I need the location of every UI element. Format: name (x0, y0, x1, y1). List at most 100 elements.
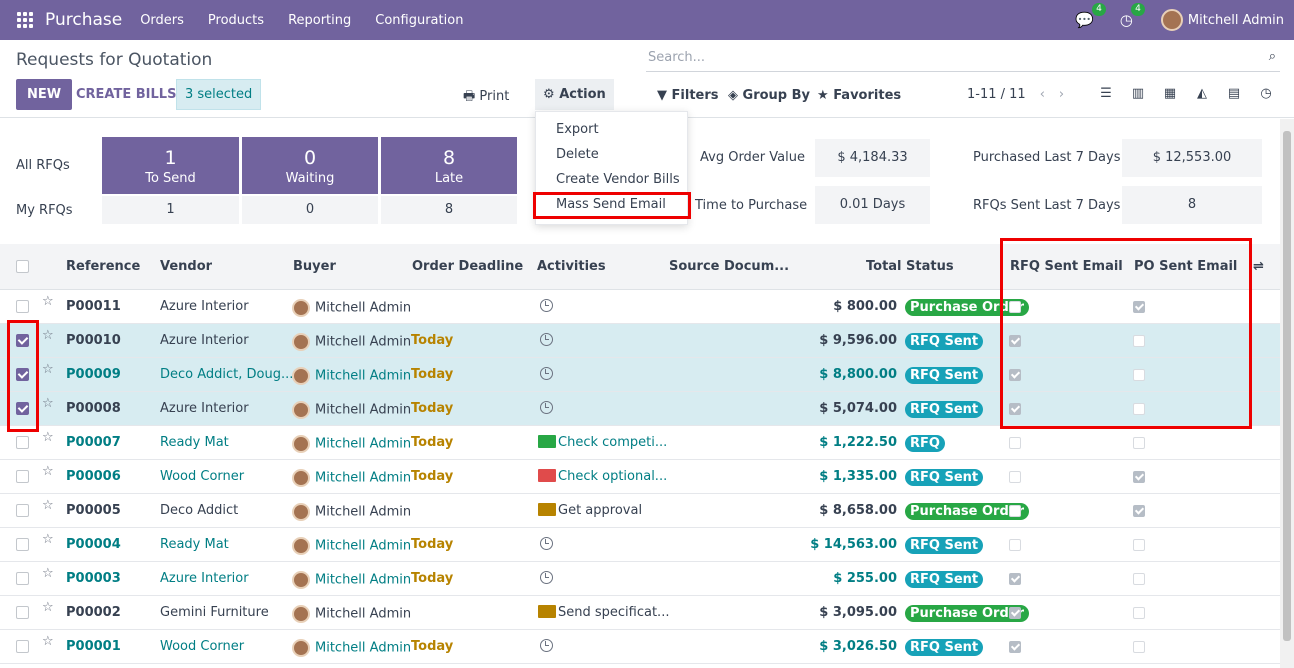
activity-summary[interactable]: Check competi... (558, 435, 668, 450)
table-row[interactable]: ☆ P00004 Ready Mat Mitchell Admin Today $ 14,… (0, 528, 1280, 562)
optional-columns-icon[interactable]: ⇌ (1253, 259, 1264, 274)
table-row[interactable]: ☆ P00009 Deco Addict, Doug... Mitchell Admi… (0, 358, 1280, 392)
search-input[interactable]: Search... (648, 50, 706, 65)
table-row[interactable]: ☆ P00010 Azure Interior Mitchell Admin Today… (0, 324, 1280, 358)
my-late[interactable]: 8 (381, 196, 517, 224)
col-status[interactable]: Status (906, 259, 954, 274)
star-icon[interactable]: ☆ (42, 396, 54, 411)
menu-item-mass-send-email[interactable]: Mass Send Email (556, 197, 666, 212)
activity-summary[interactable]: Get approval (558, 503, 643, 518)
scrollbar[interactable] (1280, 119, 1294, 668)
table-row[interactable]: ☆ P00002 Gemini Furniture Mitchell Admin Sen… (0, 596, 1280, 630)
table-row[interactable]: ☆ P00001 Wood Corner Mitchell Admin Today $ 3… (0, 630, 1280, 664)
search-icon[interactable]: ⌕ (1268, 49, 1276, 64)
todo-list-icon[interactable] (538, 435, 556, 448)
col-source-document[interactable]: Source Docum... (669, 259, 790, 274)
row-checkbox[interactable] (16, 504, 29, 517)
favorites-button[interactable]: ★ Favorites (817, 88, 901, 103)
activity-clock-icon[interactable] (540, 299, 553, 312)
col-rfq-sent-email[interactable]: RFQ Sent Email (1010, 259, 1123, 274)
table-row[interactable]: ☆ P00006 Wood Corner Mitchell Admin Today Che… (0, 460, 1280, 494)
col-activities[interactable]: Activities (537, 259, 606, 274)
search-bar[interactable]: Search... ⌕ (646, 48, 1280, 72)
my-waiting[interactable]: 0 (242, 196, 378, 224)
select-all-checkbox[interactable] (16, 260, 29, 273)
my-to-send[interactable]: 1 (102, 196, 239, 224)
table-row[interactable]: ☆ P00005 Deco Addict Mitchell Admin Get appr… (0, 494, 1280, 528)
row-checkbox[interactable] (16, 606, 29, 619)
calendar-view-icon[interactable]: ▤ (1227, 86, 1241, 101)
chat-icon[interactable]: 💬 4 (1075, 3, 1106, 29)
envelope-icon[interactable] (538, 605, 556, 618)
row-checkbox[interactable] (16, 300, 29, 313)
app-brand[interactable]: Purchase (45, 10, 123, 30)
menu-item-create-vendor-bills[interactable]: Create Vendor Bills (556, 172, 680, 187)
pager-prev-icon[interactable]: ‹ (1039, 87, 1045, 102)
star-icon[interactable]: ☆ (42, 362, 54, 377)
row-checkbox[interactable] (16, 334, 29, 347)
activity-summary[interactable]: Check optional... (558, 469, 668, 484)
new-button[interactable]: NEW (16, 79, 73, 110)
star-icon[interactable]: ☆ (42, 634, 54, 649)
activity-clock-icon[interactable] (540, 333, 553, 346)
pager-next-icon[interactable]: › (1058, 87, 1065, 102)
todo-list-icon[interactable] (538, 503, 556, 516)
col-buyer[interactable]: Buyer (293, 259, 336, 274)
col-vendor[interactable]: Vendor (160, 259, 213, 274)
print-button[interactable]: 🖶 Print (463, 87, 509, 109)
tile-to-send[interactable]: 1 To Send (102, 137, 239, 194)
star-icon[interactable]: ☆ (42, 464, 54, 479)
star-icon[interactable]: ☆ (42, 328, 54, 343)
table-row[interactable]: ☆ P00011 Azure Interior Mitchell Admin $ 800… (0, 290, 1280, 324)
menu-item-delete[interactable]: Delete (556, 147, 599, 162)
activity-clock-icon[interactable] (540, 537, 553, 550)
row-checkbox[interactable] (16, 538, 29, 551)
row-checkbox[interactable] (16, 368, 29, 381)
action-button[interactable]: ⚙ Action (535, 79, 614, 110)
selected-count[interactable]: 3 selected (176, 79, 262, 110)
star-icon[interactable]: ☆ (42, 498, 54, 513)
row-checkbox[interactable] (16, 436, 29, 449)
col-reference[interactable]: Reference (66, 259, 141, 274)
todo-list-icon[interactable] (538, 469, 556, 482)
activity-clock-icon[interactable] (540, 401, 553, 414)
col-order-deadline[interactable]: Order Deadline (412, 259, 524, 274)
user-menu[interactable]: Mitchell Admin (1160, 9, 1284, 31)
table-row[interactable]: ☆ P00007 Ready Mat Mitchell Admin Today Check… (0, 426, 1280, 460)
col-po-sent-email[interactable]: PO Sent Email (1134, 259, 1238, 274)
row-checkbox[interactable] (16, 640, 29, 653)
activity-clock-icon[interactable] (540, 639, 553, 652)
table-row[interactable]: ☆ P00008 Azure Interior Mitchell Admin Today… (0, 392, 1280, 426)
row-checkbox[interactable] (16, 470, 29, 483)
groupby-button[interactable]: ◈ Group By (728, 88, 810, 103)
menu-products[interactable]: Products (207, 12, 265, 28)
star-icon[interactable]: ☆ (42, 430, 54, 445)
menu-configuration[interactable]: Configuration (375, 12, 464, 28)
col-total[interactable]: Total (866, 259, 902, 274)
row-checkbox[interactable] (16, 402, 29, 415)
tile-waiting[interactable]: 0 Waiting (242, 137, 378, 194)
create-bills-button[interactable]: CREATE BILLS (76, 87, 177, 102)
menu-reporting[interactable]: Reporting (288, 12, 352, 28)
star-icon[interactable]: ☆ (42, 600, 54, 615)
activity-clock-icon[interactable] (540, 571, 553, 584)
filters-button[interactable]: ▼ Filters (657, 88, 719, 103)
menu-item-export[interactable]: Export (556, 122, 599, 137)
star-icon[interactable]: ☆ (42, 532, 54, 547)
activity-view-icon[interactable]: ◷ (1260, 86, 1272, 101)
pager[interactable]: 1-11 / 11 ‹ › (967, 87, 1064, 102)
pivot-view-icon[interactable]: ▦ (1163, 86, 1177, 101)
activity-clock-icon[interactable]: ◷ 4 (1120, 3, 1145, 29)
activity-summary[interactable]: Send specificat... (558, 605, 670, 620)
kanban-view-icon[interactable]: ▥ (1131, 86, 1145, 101)
pager-value[interactable]: 1-11 / 11 (967, 87, 1026, 102)
graph-view-icon[interactable]: ◭ (1197, 86, 1207, 101)
star-icon[interactable]: ☆ (42, 294, 54, 309)
list-view-icon[interactable]: ☰ (1100, 86, 1112, 101)
menu-orders[interactable]: Orders (140, 12, 184, 28)
apps-grid-icon[interactable] (17, 12, 33, 28)
star-icon[interactable]: ☆ (42, 566, 54, 581)
table-row[interactable]: ☆ P00003 Azure Interior Mitchell Admin Today… (0, 562, 1280, 596)
tile-late[interactable]: 8 Late (381, 137, 517, 194)
row-checkbox[interactable] (16, 572, 29, 585)
